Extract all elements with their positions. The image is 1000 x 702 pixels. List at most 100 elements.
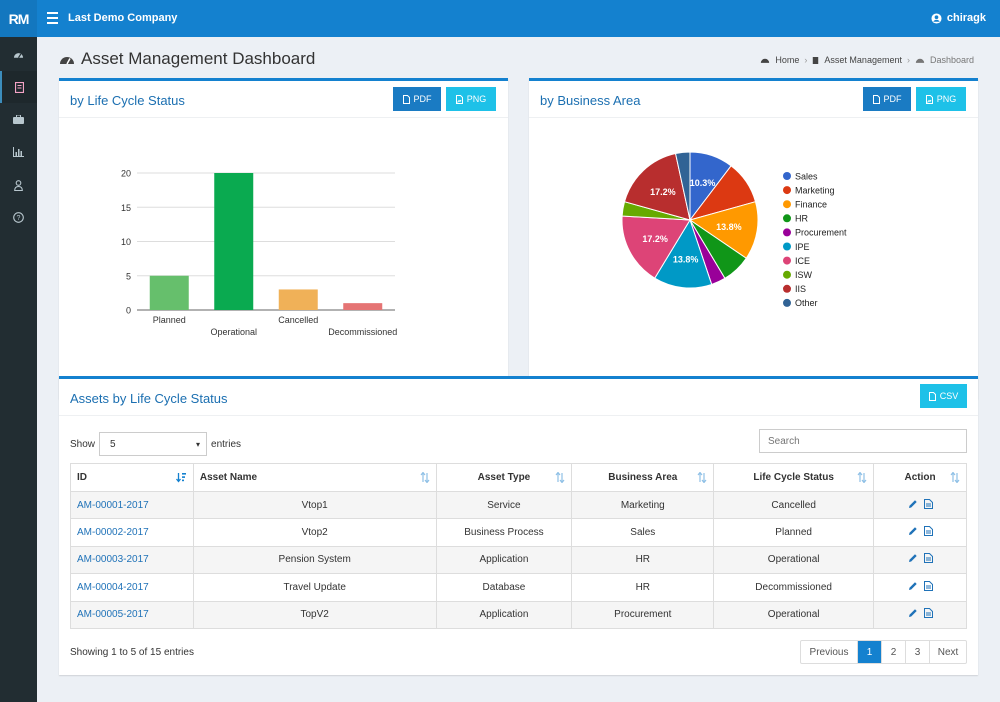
view-document-icon[interactable] xyxy=(923,608,933,621)
pie-slice[interactable] xyxy=(623,152,691,221)
png-export-button[interactable]: PNG xyxy=(446,87,496,111)
bar[interactable] xyxy=(214,173,254,310)
edit-icon[interactable] xyxy=(908,581,918,594)
pie-slice[interactable] xyxy=(654,218,713,289)
sidebar-item-users[interactable] xyxy=(0,169,37,201)
legend-swatch xyxy=(783,172,791,180)
bar[interactable] xyxy=(149,275,189,310)
cell-action xyxy=(873,600,967,629)
edit-icon[interactable] xyxy=(908,499,918,512)
app-logo[interactable]: RM xyxy=(0,0,37,37)
page-size-select[interactable]: 5 ▾ xyxy=(99,432,208,456)
asset-icon xyxy=(813,56,819,64)
column-header-asset-name[interactable]: Asset Name xyxy=(192,463,437,492)
edit-icon[interactable] xyxy=(908,526,918,539)
column-header-asset-type[interactable]: Asset Type xyxy=(435,463,573,492)
asset-icon xyxy=(15,81,24,93)
sort-desc-icon[interactable] xyxy=(175,472,187,486)
file-image-icon xyxy=(455,94,463,104)
sort-both-icon[interactable] xyxy=(420,471,430,486)
menu-toggle-icon[interactable] xyxy=(47,12,58,24)
cell-life-cycle-status: Cancelled xyxy=(713,490,875,520)
sort-both-icon[interactable] xyxy=(555,471,565,486)
pagination-page-2[interactable]: 2 xyxy=(882,641,906,663)
pdf-export-button[interactable]: PDF xyxy=(863,87,911,111)
cell-asset-type: Application xyxy=(435,600,573,629)
table-row: AM-00004-2017 Travel Update Database HR Deco… xyxy=(70,573,967,602)
legend-label[interactable]: Procurement xyxy=(795,228,847,238)
table-row: AM-00002-2017 Vtop2 Business Process Sales P… xyxy=(70,518,967,547)
caret-down-icon: ▾ xyxy=(196,439,201,449)
slice-label: 17.2% xyxy=(650,187,676,197)
cell-id[interactable]: AM-00003-2017 xyxy=(70,545,194,575)
pie-slice[interactable] xyxy=(674,151,691,221)
sort-both-icon[interactable] xyxy=(697,471,707,486)
cell-action xyxy=(873,490,967,520)
cell-life-cycle-status: Decommissioned xyxy=(713,573,875,602)
view-document-icon[interactable] xyxy=(923,580,933,594)
assets-table-panel: Assets by Life Cycle Status CSV Show 5 ▾… xyxy=(59,376,978,675)
edit-icon[interactable] xyxy=(908,553,918,566)
pie-slice[interactable] xyxy=(621,215,691,279)
breadcrumb-asset-management[interactable]: Asset Management xyxy=(824,55,902,65)
assets-table: ID Asset Name Asset Type Business Area L… xyxy=(70,463,967,629)
cell-asset-type: Service xyxy=(435,490,573,520)
sidebar-item-portfolio[interactable] xyxy=(0,103,37,135)
pagination-page-3[interactable]: 3 xyxy=(906,641,930,663)
user-circle-icon xyxy=(931,12,942,24)
pdf-export-button[interactable]: PDF xyxy=(393,87,441,111)
column-header-life-cycle-status[interactable]: Life Cycle Status xyxy=(713,463,875,492)
legend-label[interactable]: Finance xyxy=(795,200,827,210)
png-export-button[interactable]: PNG xyxy=(916,87,966,111)
legend-label[interactable]: IPE xyxy=(795,242,810,252)
legend-swatch xyxy=(783,256,791,265)
legend-label[interactable]: Marketing xyxy=(795,185,835,195)
sidebar-item-reports[interactable] xyxy=(0,136,37,168)
page-title: Asset Management Dashboard xyxy=(81,49,316,68)
breadcrumb-home[interactable]: Home xyxy=(775,55,800,65)
column-header-action[interactable]: Action xyxy=(873,463,967,492)
pie-slice[interactable] xyxy=(688,201,759,259)
file-image-icon xyxy=(925,94,933,104)
legend-label[interactable]: ISW xyxy=(795,270,813,280)
sort-both-icon[interactable] xyxy=(950,471,960,486)
sidebar-item-help[interactable]: ? xyxy=(0,201,37,233)
search-input[interactable] xyxy=(759,429,967,453)
csv-export-button[interactable]: CSV xyxy=(920,384,967,408)
legend-label[interactable]: ICE xyxy=(795,256,810,266)
edit-icon[interactable] xyxy=(908,608,918,621)
sidebar-item-assets[interactable] xyxy=(0,71,37,103)
column-header-business-area[interactable]: Business Area xyxy=(571,463,715,492)
cell-id[interactable]: AM-00005-2017 xyxy=(70,600,194,629)
bar[interactable] xyxy=(278,289,318,310)
page-header: Asset Management Dashboard xyxy=(59,49,315,69)
file-pdf-icon xyxy=(872,94,880,104)
bar[interactable] xyxy=(343,303,383,310)
breadcrumb: Home › Asset Management › Dashboard xyxy=(760,55,974,65)
legend-label[interactable]: HR xyxy=(795,214,808,224)
cell-id[interactable]: AM-00004-2017 xyxy=(70,573,194,602)
panel-title: by Business Area xyxy=(540,93,641,108)
pagination-previous[interactable]: Previous xyxy=(801,641,858,663)
pagination-next[interactable]: Next xyxy=(937,646,959,658)
cell-business-area: Procurement xyxy=(571,600,715,629)
view-document-icon[interactable] xyxy=(923,498,933,512)
column-header-id[interactable]: ID xyxy=(70,463,194,492)
lifecycle-chart-panel: by Life Cycle Status PDF PNG 0 5 10 15 20 Pla… xyxy=(59,78,508,399)
sort-both-icon[interactable] xyxy=(857,471,867,486)
cell-id[interactable]: AM-00002-2017 xyxy=(70,518,194,547)
legend-swatch xyxy=(783,228,791,237)
cell-id[interactable]: AM-00001-2017 xyxy=(70,490,194,520)
pagination-page-1[interactable]: 1 xyxy=(858,641,882,663)
view-document-icon[interactable] xyxy=(923,526,933,539)
view-document-icon[interactable] xyxy=(923,553,933,566)
file-pdf-icon xyxy=(402,94,410,104)
show-label: Show xyxy=(70,438,96,450)
page-size-control: Show 5 ▾ entries xyxy=(70,432,241,456)
sidebar-item-dashboard[interactable] xyxy=(0,38,37,70)
legend-label[interactable]: Sales xyxy=(795,171,818,181)
user-menu[interactable]: chiragk xyxy=(931,12,986,24)
legend-label[interactable]: IIS xyxy=(795,284,806,294)
legend-label[interactable]: Other xyxy=(795,298,818,308)
y-tick-label: 5 xyxy=(126,271,131,281)
